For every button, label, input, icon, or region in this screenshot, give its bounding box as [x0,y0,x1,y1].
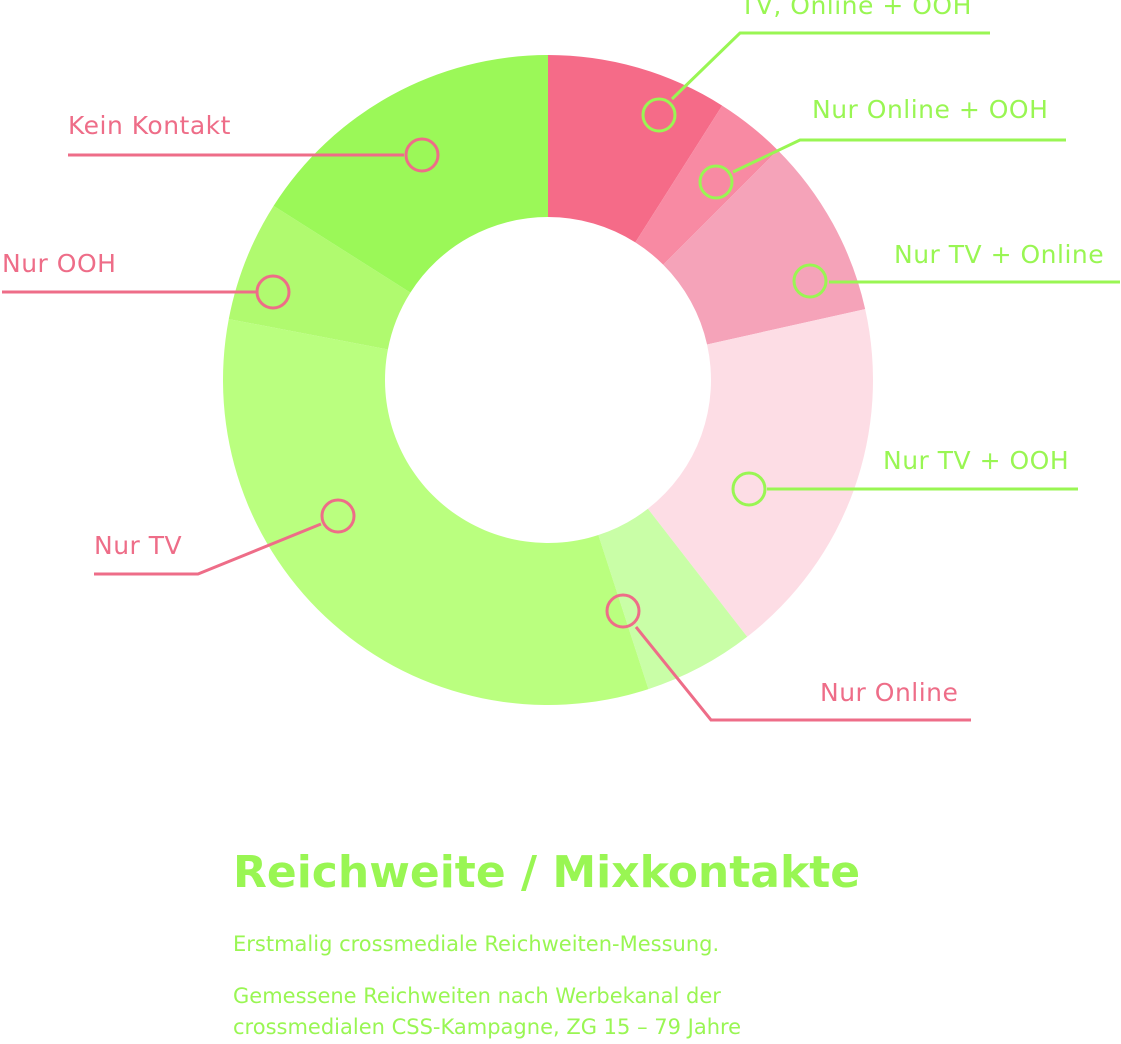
caption-line-1: Gemessene Reichweiten nach Werbekanal de… [233,984,721,1008]
label-nur-tv-ooh: Nur TV + OOH [883,446,1069,475]
slice-nur-ooh [228,205,411,350]
slice-nur-tv [222,319,649,705]
label-nur-tv: Nur TV [94,531,182,560]
slice-nur-tv-ooh [647,309,874,637]
leader-line-nur-tv [94,522,322,576]
marker-circle-nur-online-ooh [698,164,734,200]
marker-circle-nur-tv [320,498,356,534]
label-kein-kontakt: Kein Kontakt [68,111,231,140]
label-nur-online-ooh: Nur Online + OOH [812,95,1048,124]
label-tv-online-ooh: TV, Online + OOH [739,0,972,20]
chart-subtitle: Erstmalig crossmediale Reichweiten-Messu… [233,932,720,956]
marker-circle-nur-tv-ooh [731,471,767,507]
caption-line-2: crossmedialen CSS-Kampagne, ZG 15 – 79 J… [233,1015,742,1039]
label-nur-online: Nur Online [820,678,958,707]
marker-circle-tv-online-ooh [641,97,677,133]
chart-title: Reichweite / Mixkontakte [233,847,861,898]
chart-caption: Gemessene Reichweiten nach Werbekanal de… [233,981,741,1043]
label-nur-tv-online: Nur TV + Online [894,240,1104,269]
leader-line-tv-online-ooh [670,31,990,101]
leader-line-nur-online-ooh [732,138,1066,174]
callouts: TV, Online + OOH Nur Online + OOH Nur TV +… [2,0,1120,722]
marker-circle-nur-ooh [255,274,291,310]
slice-kein-kontakt [273,54,548,293]
slice-nur-online [598,508,748,690]
slice-nur-online-ooh [635,105,778,265]
leader-line-nur-online [634,626,971,722]
marker-circle-nur-online [605,593,641,629]
donut-slices [222,54,874,705]
marker-circle-nur-tv-online [792,263,828,299]
label-nur-ooh: Nur OOH [2,249,116,278]
slice-tv-online-ooh [548,55,723,243]
marker-circle-kein-kontakt [404,137,440,173]
